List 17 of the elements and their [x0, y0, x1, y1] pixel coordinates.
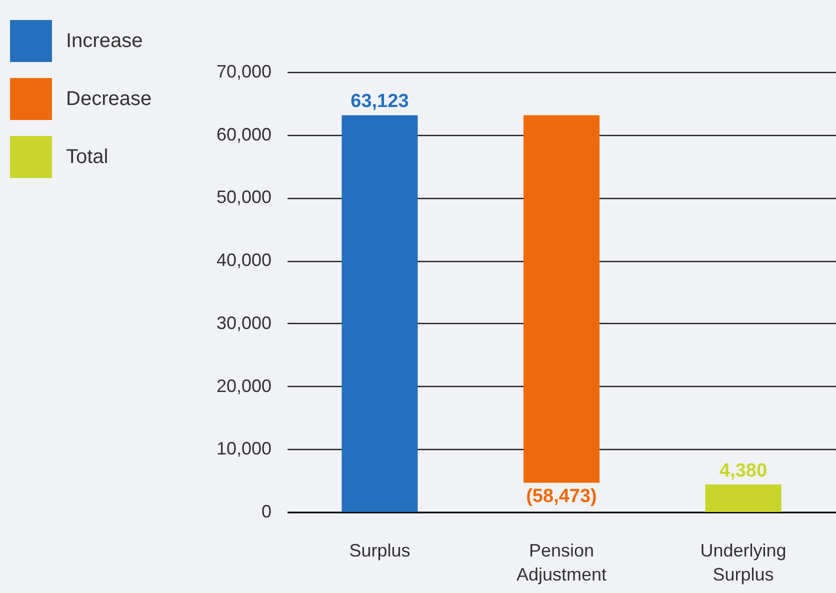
legend-label: Increase — [66, 30, 143, 52]
y-tick-label: 40,000 — [216, 250, 272, 270]
y-tick-label: 20,000 — [216, 376, 272, 396]
y-tick-label: 30,000 — [216, 312, 272, 333]
x-tick-label: Surplus — [349, 540, 410, 560]
y-tick-label: 50,000 — [216, 187, 272, 208]
data-label: 4,380 — [720, 460, 768, 482]
y-tick-label: 60,000 — [216, 124, 272, 144]
legend-label: Decrease — [66, 88, 152, 110]
data-label: 63,123 — [350, 91, 409, 112]
y-tick-label: 0 — [261, 502, 272, 522]
x-tick-label: Underlying Surplus — [700, 540, 786, 584]
x-tick-label: Pension Adjustment — [516, 540, 607, 584]
y-tick-label: 70,000 — [216, 62, 272, 82]
data-label: (58,473) — [526, 486, 597, 507]
y-tick-label: 10,000 — [216, 438, 272, 459]
legend-label: Total — [66, 146, 108, 168]
